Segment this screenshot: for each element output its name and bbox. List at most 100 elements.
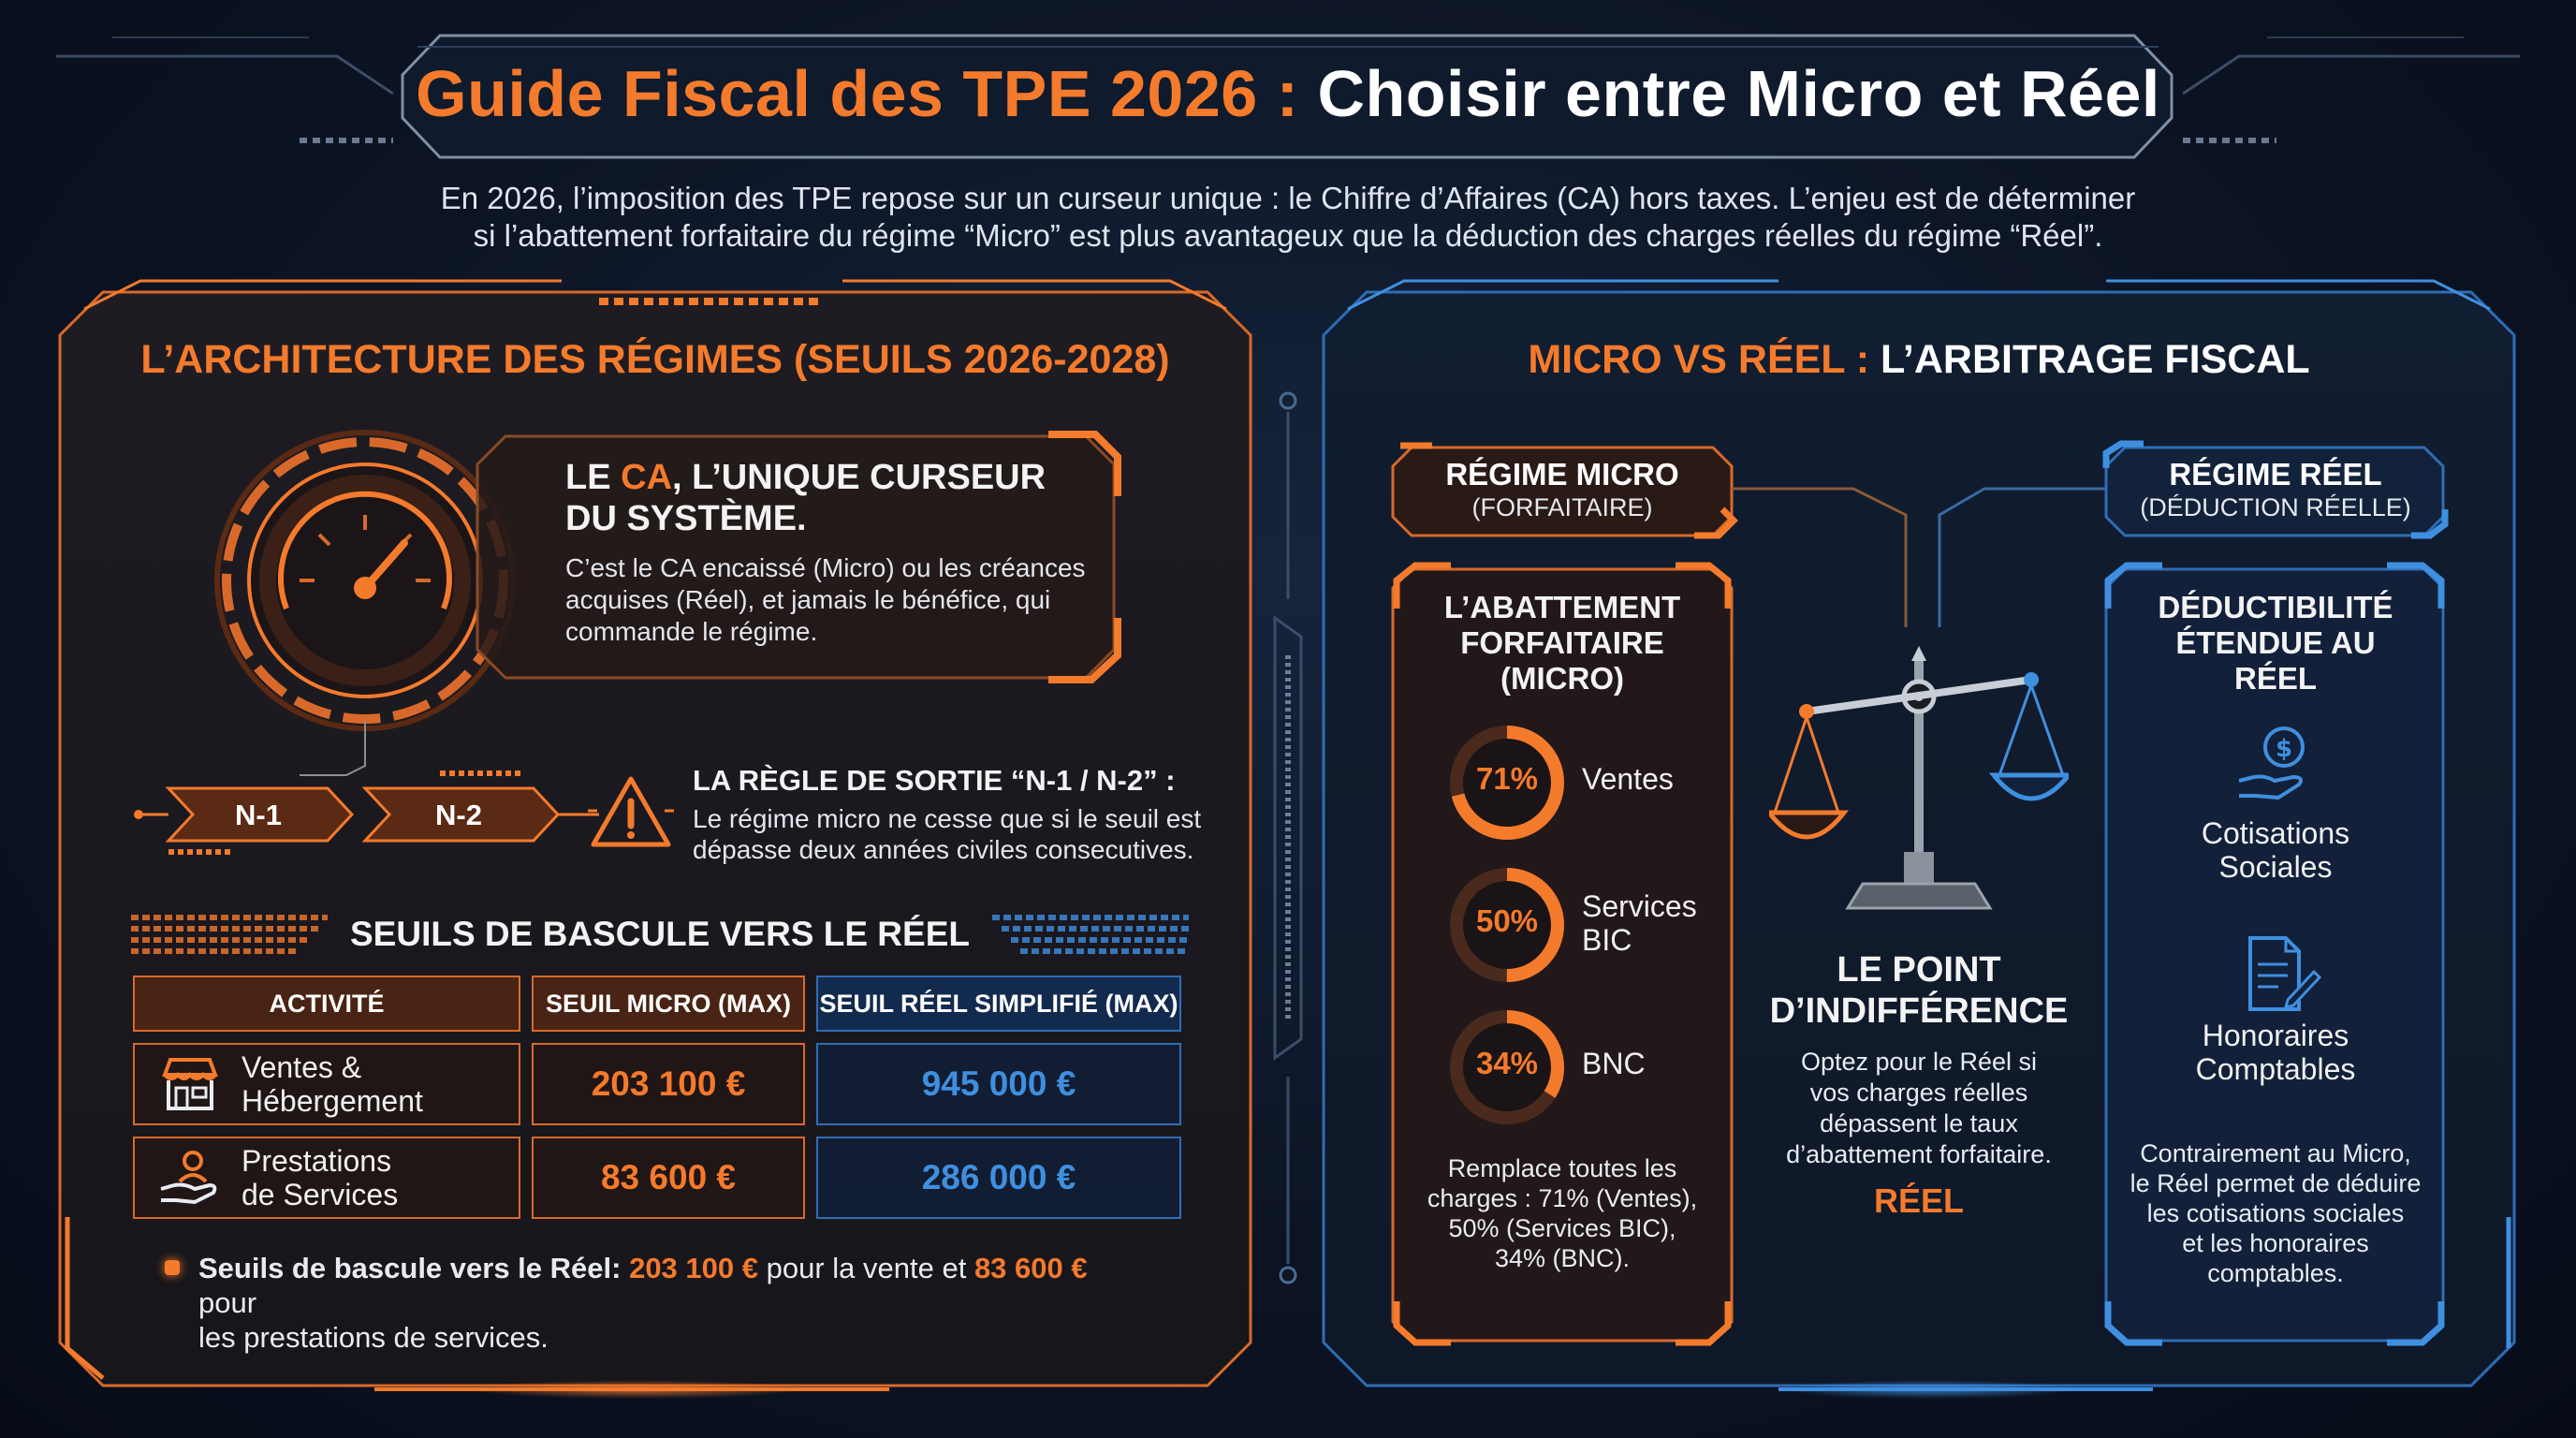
ring-pct-3: 34% xyxy=(1475,1046,1539,1080)
right-title-accent: MICRO VS RÉEL : xyxy=(1528,337,1870,382)
year-timeline xyxy=(134,721,599,855)
micro-box-text: Remplace toutes les charges : 71% (Vente… xyxy=(1393,1153,1732,1273)
micro-box-title-l1: L’ABATTEMENT xyxy=(1443,590,1681,624)
reel-item1-l2: Sociales xyxy=(2218,850,2333,884)
warning-icon xyxy=(588,776,674,847)
table-row-2-activity xyxy=(133,1137,520,1219)
reel-head-sub: (DÉDUCTION RÉELLE) xyxy=(2140,493,2411,521)
service-hand-icon xyxy=(160,1151,217,1204)
reel-box-title: DÉDUCTIBILITÉ ÉTENDUE AU RÉEL xyxy=(2106,590,2445,697)
micro-box-title-l3: (MICRO) xyxy=(1500,661,1624,696)
reel-text-l5: comptables. xyxy=(2207,1259,2344,1287)
ca-title-prefix: LE xyxy=(565,458,622,497)
ring-label-1: Ventes xyxy=(1582,762,1674,796)
right-title-main: L’ARBITRAGE FISCAL xyxy=(1881,337,2310,382)
ca-box-frame xyxy=(476,431,1121,683)
ring-label-3-l1: BNC xyxy=(1582,1047,1646,1080)
indifference-text: Optez pour le Réel si vos charges réelle… xyxy=(1760,1047,2078,1170)
reel-item1-l1: Cotisations xyxy=(2201,816,2350,850)
note-bold: Seuils de bascule vers le Réel: xyxy=(198,1252,622,1284)
title-main: Choisir entre Micro et Réel xyxy=(1317,57,2160,130)
reel-text-l1: Contrairement au Micro, xyxy=(2140,1139,2411,1167)
micro-head-title: RÉGIME MICRO xyxy=(1445,457,1679,492)
micro-text-l4: 34% (BNC). xyxy=(1494,1244,1631,1272)
left-panel-title: L’ARCHITECTURE DES RÉGIMES (SEUILS 2026-… xyxy=(140,337,1170,382)
micro-head-sub: (FORFAITAIRE) xyxy=(1471,493,1653,521)
micro-regime-header: RÉGIME MICRO (FORFAITAIRE) xyxy=(1393,457,1732,522)
right-panel-title: MICRO VS RÉEL : L’ARBITRAGE FISCAL xyxy=(1348,334,2490,385)
ring-fill-2 xyxy=(1450,868,1564,982)
scale-icon xyxy=(1769,646,2069,910)
table-header-activity: ACTIVITÉ xyxy=(133,976,520,1032)
note-mid: pour la vente et xyxy=(758,1252,974,1284)
document-pen-icon xyxy=(2248,936,2321,1011)
ca-title-accent: CA xyxy=(621,458,673,497)
row-2-label-line1: Prestations xyxy=(242,1144,392,1178)
micro-text-l2: charges : 71% (Ventes), xyxy=(1427,1184,1698,1212)
reel-text-l2: le Réel permet de déduire xyxy=(2130,1169,2422,1197)
ring-fill-3 xyxy=(1450,1010,1564,1124)
abatement-rings xyxy=(1450,726,1564,1124)
seuils-title-deco xyxy=(131,915,1189,954)
indiff-text-l2: vos charges réelles xyxy=(1809,1078,2028,1107)
reel-text-l4: et les honoraires xyxy=(2182,1229,2369,1257)
reel-head-title: RÉGIME RÉEL xyxy=(2169,457,2382,492)
table-row-1-reel: 945 000 € xyxy=(816,1043,1181,1125)
table-row-1-label: Ventes & Hébergement xyxy=(242,1050,423,1118)
micro-text-l3: 50% (Services BIC), xyxy=(1448,1214,1676,1242)
ca-box-title: LE CA, L’UNIQUE CURSEUR DU SYSTÈME. xyxy=(565,457,1071,539)
indifference-title-l2: D’INDIFFÉRENCE xyxy=(1769,991,2069,1031)
indiff-text-l4: d’abattement forfaitaire. xyxy=(1786,1140,2052,1168)
ca-title-suffix: , L’UNIQUE CURSEUR xyxy=(672,458,1046,497)
intro-line-1: En 2026, l’imposition des TPE repose sur… xyxy=(440,181,2136,215)
reel-item-cotisations: Cotisations Sociales xyxy=(2106,816,2445,884)
svg-text:$: $ xyxy=(2276,735,2292,763)
indiff-text-l3: dépassent le taux xyxy=(1820,1109,2018,1137)
ring-label-1-l1: Ventes xyxy=(1582,762,1674,796)
ring-label-2-l1: Services xyxy=(1582,889,1697,923)
intro-line-2: si l’abattement forfaitaire du régime “M… xyxy=(473,218,2103,253)
year-badge-n1: N-1 xyxy=(235,799,282,831)
note-line2: les prestations de services. xyxy=(198,1321,549,1354)
row-2-label-line2: de Services xyxy=(242,1178,399,1211)
page-title: Guide Fiscal des TPE 2026 : Choisir entr… xyxy=(402,49,2174,139)
ca-box-text: C’est le CA encaissé (Micro) ou les créa… xyxy=(565,553,1086,646)
ring-pct-2: 50% xyxy=(1475,903,1539,938)
ring-label-2-l2: BIC xyxy=(1582,923,1632,957)
reel-box-text: Contrairement au Micro, le Réel permet d… xyxy=(2106,1138,2445,1288)
note-value-2: 83 600 € xyxy=(973,1252,1088,1284)
exit-rule-text: Le régime micro ne cesse que si le seuil… xyxy=(693,804,1202,864)
row-1-label-line1: Ventes & xyxy=(242,1050,362,1084)
table-row-2-label: Prestations de Services xyxy=(242,1144,398,1211)
table-header-micro: SEUIL MICRO (MAX) xyxy=(532,976,805,1032)
micro-box-title: L’ABATTEMENT FORFAITAIRE (MICRO) xyxy=(1393,590,1732,697)
table-row-1-micro: 203 100 € xyxy=(532,1043,805,1125)
reel-box-title-l2: ÉTENDUE AU xyxy=(2175,625,2376,660)
row-1-label-line2: Hébergement xyxy=(242,1084,423,1118)
ring-label-2: Services BIC xyxy=(1582,889,1697,957)
ring-label-3: BNC xyxy=(1582,1047,1646,1080)
ring-pct-1: 71% xyxy=(1475,761,1539,796)
reel-item2-l2: Comptables xyxy=(2195,1052,2356,1086)
indifference-result: RÉEL xyxy=(1873,1181,1964,1220)
year-badge-n2: N-2 xyxy=(435,799,482,831)
reel-box-title-l1: DÉDUCTIBILITÉ xyxy=(2158,590,2393,624)
ca-title-line2: DU SYSTÈME. xyxy=(565,499,807,538)
reel-regime-header: RÉGIME RÉEL (DÉDUCTION RÉELLE) xyxy=(2106,457,2445,522)
note-value-1: 203 100 € xyxy=(629,1252,758,1284)
thresholds-note: Seuils de bascule vers le Réel: 203 100 … xyxy=(198,1251,1134,1355)
indifference-title: LE POINT D’INDIFFÉRENCE xyxy=(1760,949,2078,1032)
thresholds-title: SEUILS DE BASCULE VERS LE RÉEL xyxy=(350,915,970,953)
reel-text-l3: les cotisations sociales xyxy=(2146,1199,2405,1227)
ring-fill-1 xyxy=(1450,726,1564,840)
reel-item2-l1: Honoraires xyxy=(2202,1019,2349,1052)
note-end: pour xyxy=(198,1286,257,1319)
micro-text-l1: Remplace toutes les xyxy=(1447,1154,1677,1182)
table-row-2-reel: 286 000 € xyxy=(816,1137,1181,1219)
reel-box-title-l3: RÉEL xyxy=(2233,661,2317,696)
store-icon xyxy=(162,1058,218,1110)
micro-box-title-l2: FORFAITAIRE xyxy=(1460,625,1664,660)
table-row-1-activity xyxy=(133,1043,520,1125)
note-bullet xyxy=(165,1260,180,1275)
table-header-reel: SEUIL RÉEL SIMPLIFIÉ (MAX) xyxy=(816,976,1181,1032)
